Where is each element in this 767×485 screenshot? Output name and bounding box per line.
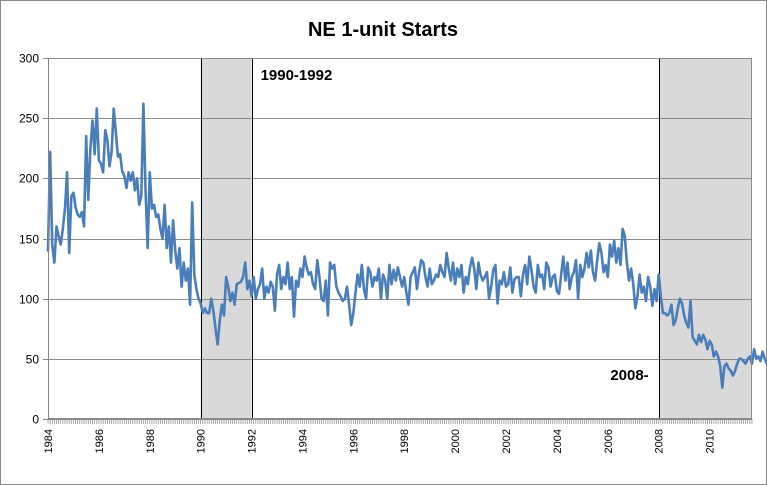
y-tick-labels: 0 50 100 150 200 250 300	[19, 52, 39, 427]
x-tick-label: 1988	[145, 429, 157, 453]
recession-boundary-lines	[201, 58, 660, 419]
x-tick-label: 2002	[501, 429, 513, 453]
axes	[43, 58, 753, 424]
x-tick-label: 1992	[247, 429, 259, 453]
x-tick-label: 1984	[43, 429, 55, 453]
y-tick-label: 200	[19, 172, 39, 186]
x-tick-label: 2004	[552, 429, 564, 453]
chart-title: NE 1-unit Starts	[308, 19, 458, 41]
y-tick-label: 100	[19, 293, 39, 307]
x-tick-label: 2008	[654, 429, 666, 453]
x-tick-label: 2006	[603, 429, 615, 453]
x-tick-label: 1990	[196, 429, 208, 453]
x-tick-label: 1996	[348, 429, 360, 453]
recession-annotations: 1990-1992 2008-	[261, 67, 649, 384]
y-tick-label: 150	[19, 233, 39, 247]
y-tick-label: 0	[32, 413, 39, 427]
recession-label-1990: 1990-1992	[261, 67, 333, 84]
y-tick-label: 300	[19, 52, 39, 66]
y-tick-label: 250	[19, 112, 39, 126]
x-tick-label: 1998	[399, 429, 411, 453]
x-tick-label: 2010	[705, 429, 717, 453]
recession-label-2008: 2008-	[610, 367, 648, 384]
recession-shade	[200, 58, 252, 419]
series-line-path	[46, 102, 767, 390]
y-tick-label: 50	[26, 353, 40, 367]
x-tick-label: 1986	[94, 429, 106, 453]
series-line	[46, 102, 767, 390]
x-tick-labels: 1984 1986 1988 1990 1992 1994 1996 1998 2000 2002…	[43, 429, 717, 453]
x-tick-label: 2000	[450, 429, 462, 453]
x-tick-label: 1994	[297, 429, 309, 453]
